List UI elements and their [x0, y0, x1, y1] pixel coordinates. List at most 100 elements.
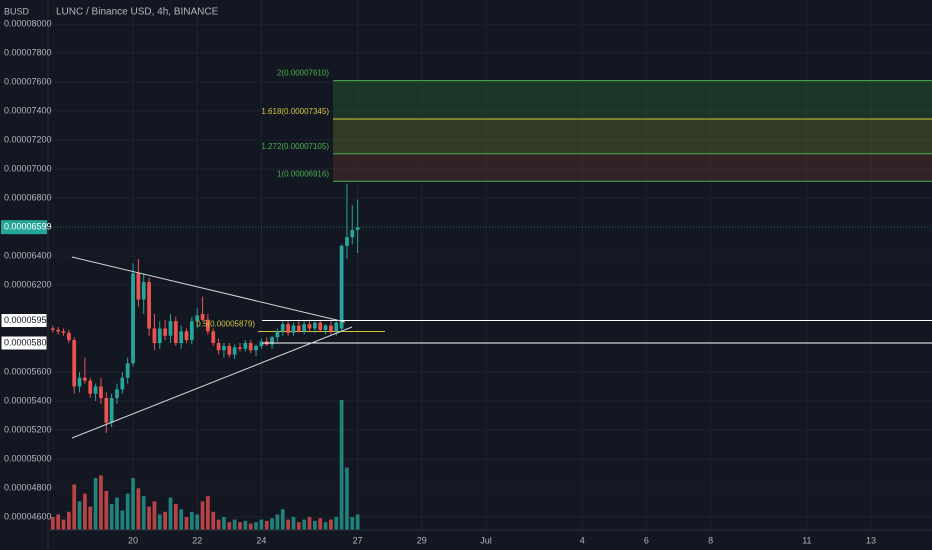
candle-body [189, 321, 194, 341]
volume-bar [88, 506, 93, 530]
candle-body [238, 347, 242, 349]
candle-body [286, 324, 290, 333]
candle-body [173, 321, 178, 343]
candle-body [157, 328, 162, 343]
volume-bar [125, 493, 130, 530]
candle-body [115, 389, 119, 399]
volume-bar [184, 517, 189, 530]
y-tick-label: 0.00005000 [4, 453, 52, 463]
fib-zone [333, 80, 932, 120]
volume-bar [195, 514, 200, 530]
volume-bar [312, 520, 317, 530]
candle-body [168, 321, 173, 336]
volume-bar [200, 501, 205, 530]
volume-bar [254, 522, 258, 530]
volume-bar [72, 484, 77, 530]
candle-body [50, 328, 55, 330]
volume-bar [83, 493, 87, 530]
volume-bar [270, 518, 274, 530]
candle-body [312, 322, 317, 329]
candle-body [61, 331, 66, 333]
currency: BUSD [4, 6, 30, 16]
volume-bar [291, 517, 296, 530]
y-tick-label: 0.00006400 [4, 250, 52, 260]
candle-body [296, 325, 301, 332]
candle-body [318, 322, 323, 330]
candle-body [104, 398, 109, 423]
y-tick-label: 0.00007000 [4, 163, 52, 173]
volume-bar [232, 519, 237, 530]
volume-bar [329, 519, 333, 530]
candle-body [355, 227, 360, 230]
candle-body [345, 237, 349, 246]
volume-bar [157, 514, 162, 530]
candle-body [350, 229, 355, 238]
volume-bar [99, 475, 103, 530]
volume-bar [275, 514, 280, 530]
volume-bar [243, 520, 248, 530]
price-tag-label: 0.00005800 [4, 337, 52, 347]
x-tick-label: 20 [128, 535, 138, 545]
x-tick-label: 22 [192, 535, 202, 545]
volume-bar [307, 517, 312, 530]
candle-body [66, 332, 71, 341]
candle-body [222, 345, 226, 351]
x-tick-label: 27 [353, 535, 363, 545]
fib-label: 2(0.00007610) [277, 69, 329, 78]
price-tag-label: 0.00005955 [4, 315, 52, 325]
fib-zone [333, 153, 932, 182]
volume-bar [248, 523, 253, 530]
x-tick-label: Jul [480, 535, 492, 545]
volume-bar [323, 522, 328, 530]
volume-bar [355, 514, 360, 530]
candle-body [206, 319, 210, 332]
candle-body [254, 345, 258, 351]
volume-bar [264, 520, 269, 530]
volume-bar [168, 497, 173, 530]
last-price-tag [1, 220, 47, 235]
trend-line [71, 256, 346, 323]
volume-bar [302, 519, 307, 530]
y-tick-label: 0.00005400 [4, 395, 52, 405]
candle-body [195, 315, 200, 322]
volume-bar [56, 514, 61, 530]
y-tick-label: 0.00004600 [4, 511, 52, 521]
volume-bar [286, 519, 290, 530]
fib-label: 1.272(0.00007105) [261, 142, 329, 151]
volume-bar [66, 511, 71, 530]
candle-body [152, 328, 157, 343]
volume-bar [350, 517, 355, 530]
candle-body [216, 342, 221, 351]
x-tick-label: 4 [580, 535, 585, 545]
candle-body [125, 363, 130, 378]
x-tick-label: 29 [417, 535, 427, 545]
candle-body [83, 377, 87, 381]
candle-body [184, 331, 189, 341]
volume-bar [339, 400, 344, 530]
volume-bar [222, 517, 226, 530]
volume-bar [345, 467, 349, 530]
candle-body [323, 325, 328, 330]
volume-bar [211, 511, 216, 530]
candle-body [339, 245, 344, 329]
x-tick-label: 11 [802, 535, 811, 545]
volume-bar [216, 519, 221, 530]
volume-bar [109, 504, 114, 530]
candle-body [302, 324, 307, 332]
candle-body [179, 331, 184, 343]
fib-label: 1.618(0.00007345) [261, 107, 329, 116]
candle-body [248, 342, 253, 351]
volume-bar [141, 496, 146, 530]
y-tick-label: 0.00005200 [4, 424, 52, 434]
y-tick-label: 0.00008000 [4, 18, 52, 28]
candle-body [227, 345, 232, 355]
candle-body [120, 377, 125, 390]
fib-zone [333, 119, 932, 154]
candle-body [280, 324, 285, 332]
volume-bar [50, 517, 55, 530]
candle-body [88, 380, 93, 394]
candle-body [232, 347, 237, 355]
candle-body [163, 328, 167, 336]
last-price-label: 0.00006599 [4, 222, 52, 232]
